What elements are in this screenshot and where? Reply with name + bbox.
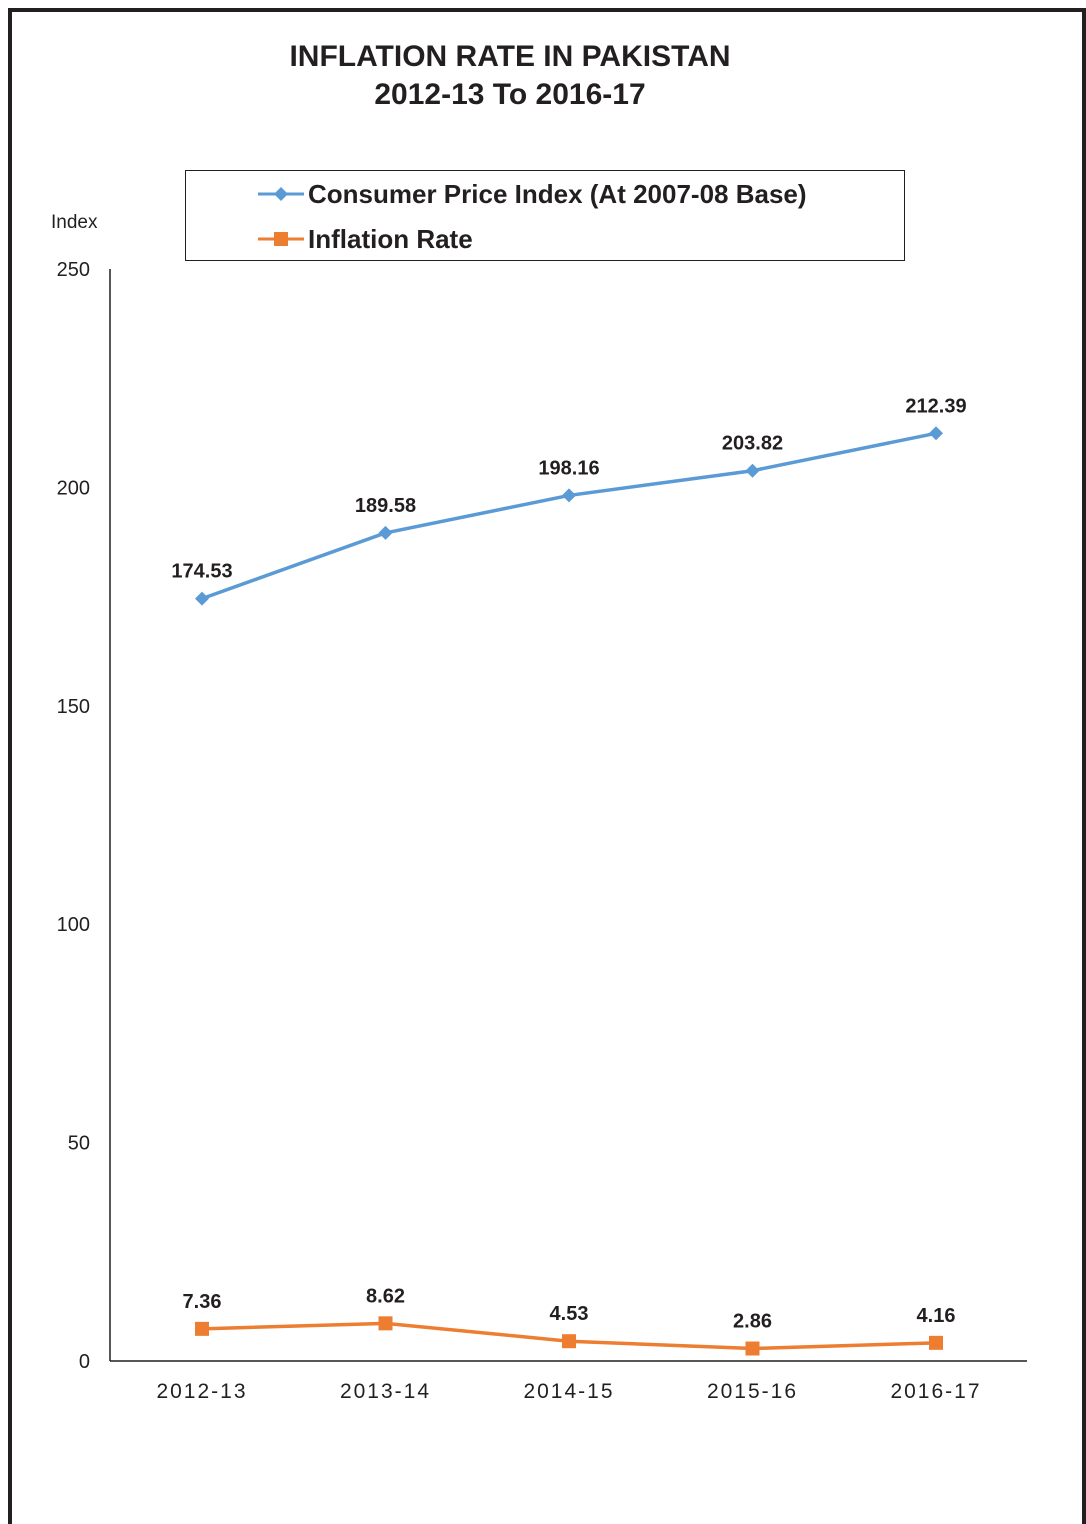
x-tick-label: 2012-13 — [156, 1380, 247, 1403]
data-label: 198.16 — [538, 457, 599, 479]
data-point — [745, 1341, 760, 1356]
data-point — [929, 426, 943, 441]
frame-top-border — [8, 8, 1086, 12]
data-point — [745, 463, 760, 478]
x-tick-label: 2014-15 — [523, 1380, 614, 1403]
y-tick-label: 200 — [57, 477, 90, 499]
legend: Consumer Price Index (At 2007-08 Base) I… — [185, 170, 905, 261]
data-point — [378, 1316, 393, 1331]
data-point — [562, 1334, 576, 1349]
y-tick-label: 250 — [57, 259, 90, 281]
diamond-marker-icon — [258, 187, 304, 201]
legend-label-cpi: Consumer Price Index (At 2007-08 Base) — [308, 178, 807, 209]
frame-right-border — [1082, 8, 1086, 1524]
data-point — [378, 525, 393, 540]
legend-item-inflation: Inflation Rate — [256, 224, 473, 254]
chart-axes: 0 50 100 150 200 250 2012-13 2013-14 2014-15 2015… — [57, 259, 1027, 1403]
y-axis-label: Index — [51, 212, 98, 233]
chart-subtitle: 2012-13 To 2016-17 — [374, 78, 646, 111]
chart-title: INFLATION RATE IN PAKISTAN — [289, 40, 731, 73]
x-tick-label: 2015-16 — [707, 1380, 798, 1403]
y-tick-label: 50 — [68, 1133, 90, 1155]
data-label: 8.62 — [366, 1285, 405, 1307]
data-point — [195, 591, 209, 606]
data-label: 174.53 — [171, 561, 232, 583]
data-point — [929, 1335, 943, 1350]
labels-layer: 174.53 189.58 198.16 203.82 212.39 7.36 8.62 4.… — [171, 395, 966, 1332]
data-label: 189.58 — [355, 495, 416, 517]
legend-item-cpi: Consumer Price Index (At 2007-08 Base) — [256, 179, 807, 209]
data-point — [195, 1321, 209, 1336]
frame-left-border — [8, 8, 12, 1524]
square-marker-icon — [258, 232, 304, 246]
x-tick-label: 2013-14 — [340, 1380, 431, 1403]
data-label: 7.36 — [183, 1291, 222, 1313]
y-tick-label: 150 — [57, 696, 90, 718]
data-label: 4.53 — [550, 1303, 589, 1325]
data-point — [562, 488, 576, 503]
series-layer — [195, 426, 943, 1356]
y-tick-label: 0 — [79, 1351, 90, 1373]
data-label: 212.39 — [905, 395, 966, 417]
legend-label-inflation: Inflation Rate — [308, 223, 473, 254]
y-tick-label: 100 — [57, 914, 90, 936]
data-label: 203.82 — [722, 433, 783, 455]
x-tick-label: 2016-17 — [890, 1380, 981, 1403]
data-label: 4.16 — [917, 1305, 956, 1327]
data-label: 2.86 — [733, 1311, 772, 1333]
